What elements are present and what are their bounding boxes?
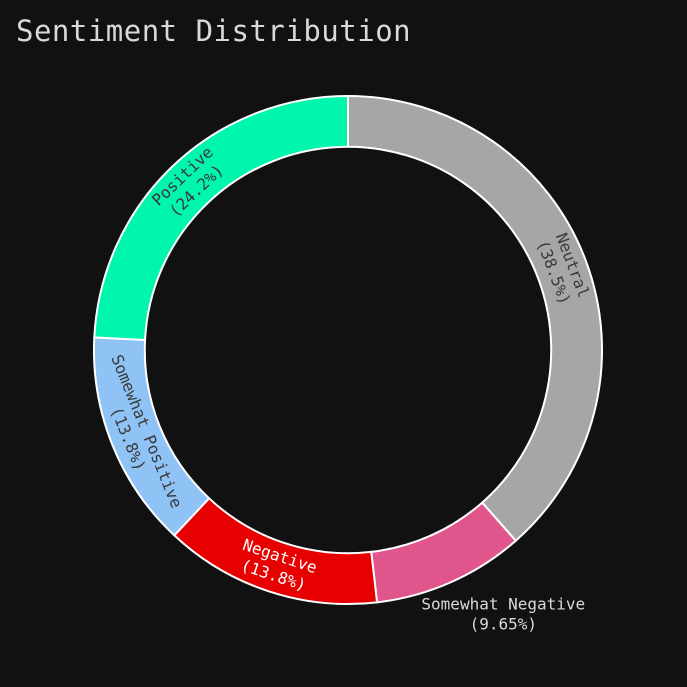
slice-label-somewhat-negative: Somewhat Negative (9.65%) (421, 595, 585, 634)
slice-neutral[interactable] (347, 94, 603, 543)
chart-title: Sentiment Distribution (16, 14, 412, 48)
slice-somewhat-negative[interactable] (370, 501, 518, 604)
slices-group (93, 94, 603, 605)
slice-label-neutral: Neutral(38.5%) (533, 230, 593, 307)
slice-positive[interactable] (93, 94, 349, 341)
